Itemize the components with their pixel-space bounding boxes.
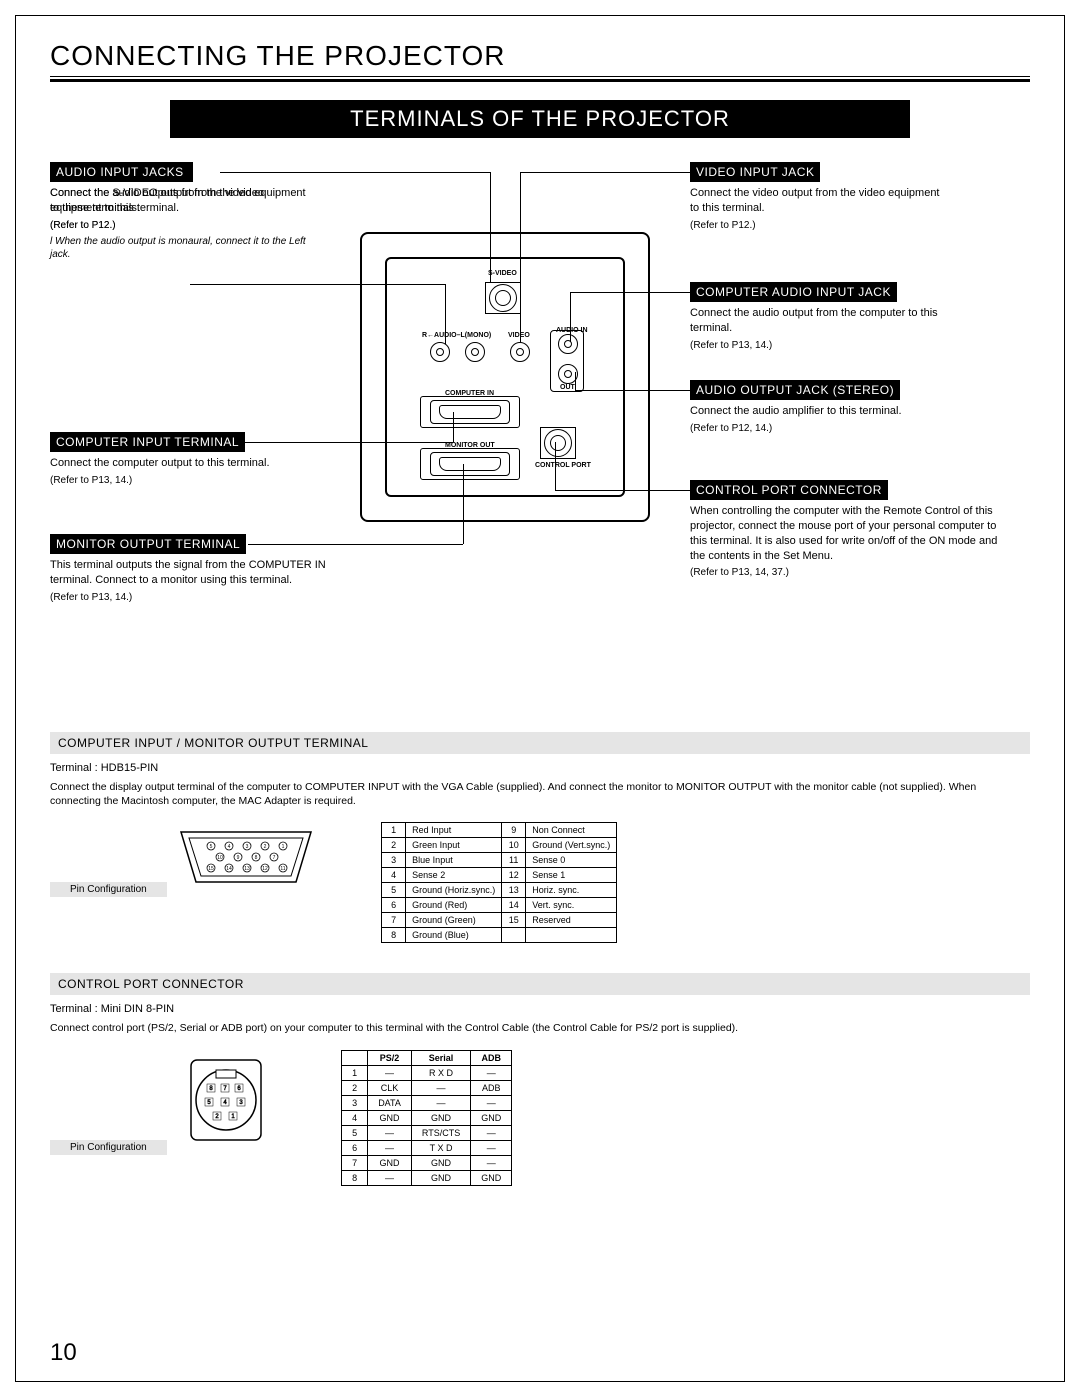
svg-text:3: 3	[246, 844, 249, 850]
svg-text:11: 11	[281, 866, 286, 872]
ctrl-term-type: Terminal : Mini DIN 8-PIN	[50, 1003, 1030, 1015]
ctrl-port-ref: (Refer to P13, 14, 37.)	[690, 567, 1010, 578]
main-title: CONNECTING THE PROJECTOR	[50, 40, 1030, 72]
svg-text:8: 8	[210, 1086, 214, 1092]
svg-text:8: 8	[255, 855, 258, 861]
leader-svideo	[220, 172, 490, 173]
computer-terminal-section: COMPUTER INPUT / MONITOR OUTPUT TERMINAL…	[50, 732, 1030, 943]
ctrl-term-desc: Connect control port (PS/2, Serial or AD…	[50, 1021, 1010, 1035]
svg-text:1: 1	[282, 844, 285, 850]
svg-text:7: 7	[224, 1086, 228, 1092]
svg-text:10: 10	[217, 855, 223, 861]
svg-text:1: 1	[232, 1114, 236, 1120]
svg-text:5: 5	[210, 844, 213, 850]
video-in-desc: Connect the video output from the video …	[690, 186, 950, 216]
callout-comp-in: COMPUTER INPUT TERMINAL Connect the comp…	[50, 432, 270, 486]
callout-video-in: VIDEO INPUT JACK Connect the video outpu…	[690, 162, 950, 231]
comp-term-desc: Connect the display output terminal of t…	[50, 780, 1010, 808]
pin-config-label-1: Pin Configuration	[50, 882, 167, 897]
callout-ctrl-port: CONTROL PORT CONNECTOR When controlling …	[690, 480, 1010, 578]
leader-ctrl-port	[555, 490, 690, 491]
monitor-out-label: MONITOR OUTPUT TERMINAL	[50, 534, 246, 554]
page-number: 10	[50, 1339, 77, 1367]
svg-text:2: 2	[216, 1114, 220, 1120]
leader-audio-out	[575, 390, 690, 391]
svg-text:2: 2	[264, 844, 267, 850]
control-port-section: CONTROL PORT CONNECTOR Terminal : Mini D…	[50, 973, 1030, 1185]
audio-out-desc: Connect the audio amplifier to this term…	[690, 404, 902, 419]
control-port-pin-table: PS/2SerialADB1—R X D—2CLK—ADB3DATA——4GND…	[341, 1050, 512, 1186]
comp-in-desc: Connect the computer output to this term…	[50, 456, 270, 471]
comp-in-label: COMPUTER INPUT TERMINAL	[50, 432, 245, 452]
lbl-video: VIDEO	[508, 332, 530, 339]
comp-audio-label: COMPUTER AUDIO INPUT JACK	[690, 282, 897, 302]
svg-text:12: 12	[262, 866, 268, 872]
comp-audio-ref: (Refer to P13, 14.)	[690, 340, 950, 351]
ctrl-port-desc: When controlling the computer with the R…	[690, 504, 1010, 563]
audio-in-label: AUDIO INPUT JACKS	[50, 162, 190, 182]
svg-text:15: 15	[208, 866, 214, 872]
callout-audio-out: AUDIO OUTPUT JACK (STEREO) Connect the a…	[690, 380, 902, 434]
leader-video-in	[520, 172, 690, 173]
leader-comp-audio	[570, 292, 690, 293]
leader-comp-in	[238, 442, 453, 443]
lbl-ctrl: CONTROL PORT	[535, 462, 591, 469]
din8-connector-diagram: Pin Configuration 8 7 6 5 4 3 2 1	[50, 1050, 281, 1165]
audio-out-label: AUDIO OUTPUT JACK (STEREO)	[690, 380, 900, 400]
monitor-out-ref: (Refer to P13, 14.)	[50, 592, 330, 603]
svg-text:4: 4	[228, 844, 231, 850]
hdb15-pin-table: 1Red Input9Non Connect2Green Input10Grou…	[381, 822, 617, 943]
comp-term-type: Terminal : HDB15-PIN	[50, 762, 1030, 774]
video-in-label: VIDEO INPUT JACK	[690, 162, 820, 182]
ctrl-term-heading: CONTROL PORT CONNECTOR	[50, 973, 1030, 995]
audio-in-desc: Connect the audio outputs from the video…	[50, 186, 310, 216]
svg-text:9: 9	[237, 855, 240, 861]
video-in-ref: (Refer to P12.)	[690, 220, 950, 231]
svg-text:4: 4	[224, 1100, 228, 1106]
comp-audio-desc: Connect the audio output from the comput…	[690, 306, 950, 336]
svg-text:14: 14	[226, 866, 232, 872]
ctrl-port-label: CONTROL PORT CONNECTOR	[690, 480, 888, 500]
audio-in-note: l When the audio output is monaural, con…	[50, 235, 310, 261]
comp-term-heading: COMPUTER INPUT / MONITOR OUTPUT TERMINAL	[50, 732, 1030, 754]
hdb15-connector-diagram: Pin Configuration 5 4 3 2 1 10 9 8 7 15 14 13 12 11	[50, 822, 321, 907]
top-diagram-section: S-VIDEO INPUT JACK Connect the S-VIDEO o…	[50, 162, 1030, 722]
terminal-panel-diagram: S-VIDEO R←AUDIO–L(MONO) VIDEO AUDIO IN O…	[360, 232, 650, 522]
lbl-svideo: S-VIDEO	[488, 270, 517, 277]
svg-text:6: 6	[238, 1086, 242, 1092]
svg-text:13: 13	[244, 866, 250, 872]
svg-text:5: 5	[208, 1100, 212, 1106]
audio-in-ref: (Refer to P12.)	[50, 220, 310, 231]
comp-in-ref: (Refer to P13, 14.)	[50, 475, 270, 486]
svg-text:3: 3	[240, 1100, 244, 1106]
lbl-audio-lr: R←AUDIO–L(MONO)	[422, 332, 491, 339]
leader-audio	[190, 284, 445, 285]
audio-out-ref: (Refer to P12, 14.)	[690, 423, 902, 434]
monitor-out-desc: This terminal outputs the signal from th…	[50, 558, 330, 588]
pin-config-label-2: Pin Configuration	[50, 1140, 167, 1155]
leader-mon-out	[248, 544, 463, 545]
callout-comp-audio: COMPUTER AUDIO INPUT JACK Connect the au…	[690, 282, 950, 351]
subtitle-banner: TERMINALS OF THE PROJECTOR	[170, 100, 910, 138]
callout-audio-in: AUDIO INPUT JACKS Connect the audio outp…	[50, 162, 310, 261]
svg-text:7: 7	[273, 855, 276, 861]
